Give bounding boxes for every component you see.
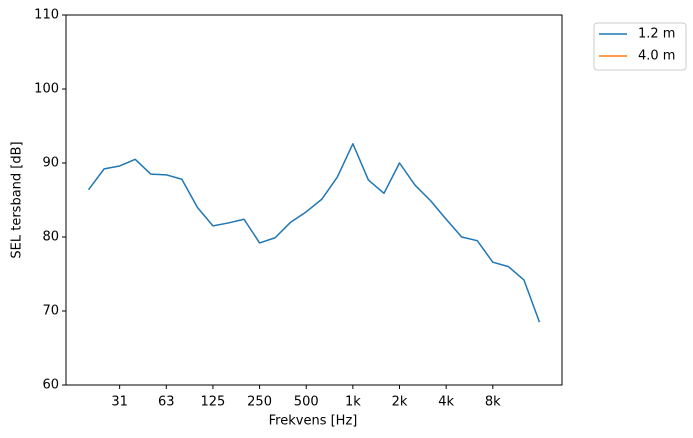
x-tick-label: 125 <box>201 395 226 410</box>
x-tick-label: 31 <box>111 395 128 410</box>
y-tick-label: 60 <box>42 378 59 393</box>
legend-label: 1.2 m <box>638 27 675 42</box>
y-axis-label: SEL tersband [dB] <box>10 141 25 258</box>
x-tick-label: 4k <box>438 395 454 410</box>
x-tick-label: 250 <box>247 395 272 410</box>
x-tick-label: 63 <box>158 395 175 410</box>
legend-label: 4.0 m <box>638 49 675 64</box>
y-tick-label: 110 <box>34 8 59 23</box>
y-tick-label: 90 <box>42 156 59 171</box>
series-line <box>87 143 541 323</box>
x-axis-label: Frekvens [Hz] <box>269 414 358 429</box>
y-tick-label: 80 <box>42 230 59 245</box>
x-tick-label: 8k <box>485 395 501 410</box>
plot-frame <box>65 14 563 386</box>
x-tick-label: 500 <box>294 395 319 410</box>
x-tick-label: 2k <box>392 395 408 410</box>
y-tick-label: 70 <box>42 304 59 319</box>
x-tick-label: 1k <box>345 395 361 410</box>
y-tick-label: 100 <box>34 82 59 97</box>
